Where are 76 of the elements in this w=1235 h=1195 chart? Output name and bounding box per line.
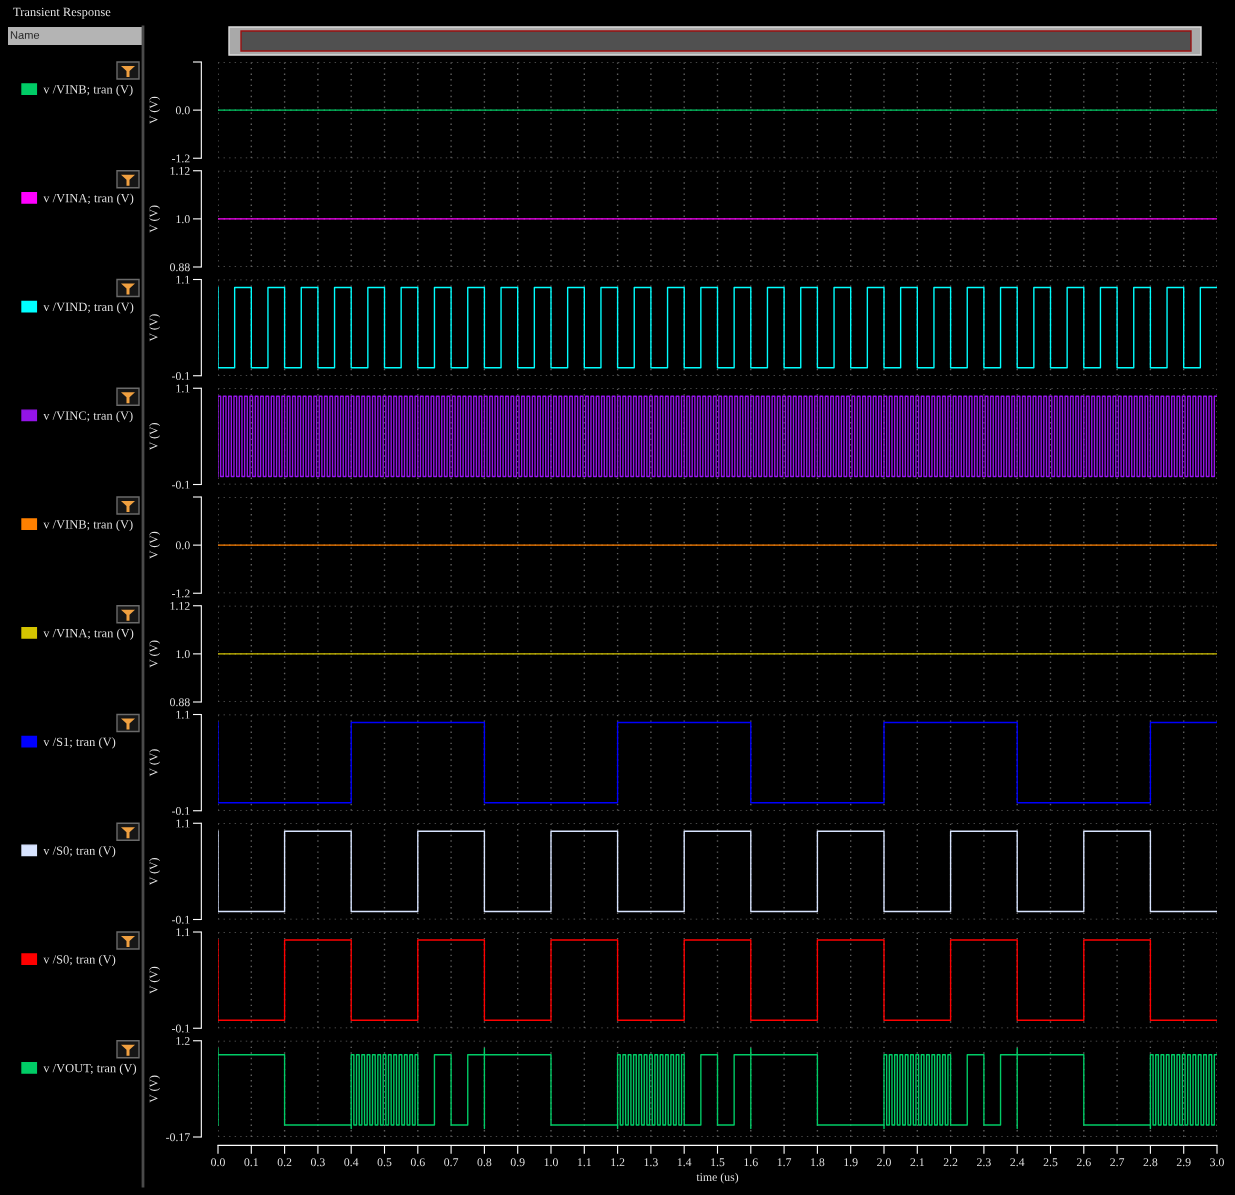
legend-label: v /VINB; tran (V)	[43, 84, 133, 97]
x-tick-label: 2.6	[1076, 1158, 1091, 1167]
x-tick-label: 1.2	[611, 1158, 625, 1167]
y-axis-title: V (V)	[149, 96, 160, 124]
x-tick-label: 1.9	[844, 1158, 858, 1167]
x-tick-label: 1.3	[644, 1158, 658, 1167]
x-tick-label: 2.5	[1043, 1158, 1058, 1167]
text: Name	[10, 31, 40, 39]
y-tick-label: -1.2	[171, 154, 190, 163]
y-axis-title: V (V)	[149, 640, 160, 668]
y-tick-label: -0.1	[171, 371, 190, 381]
x-tick-label: 0.5	[377, 1158, 392, 1167]
y-axis-title: V (V)	[149, 423, 160, 451]
legend-label: v /VOUT; tran (V)	[43, 1063, 137, 1075]
x-tick-label: 1.8	[811, 1158, 825, 1167]
legend-label: v /S0; tran (V)	[43, 846, 116, 858]
x-tick-label: 0.2	[277, 1158, 292, 1167]
y-axis-title: V (V)	[149, 966, 160, 994]
y-tick-label: 1.1	[176, 275, 190, 284]
y-tick-label: -0.1	[171, 915, 190, 924]
y-tick-label: -0.1	[171, 480, 190, 489]
x-tick-label: 2.3	[977, 1158, 991, 1167]
y-tick-label: 1.12	[170, 167, 190, 176]
x-tick-label: 2.8	[1143, 1158, 1158, 1167]
x-tick-label: 1.7	[777, 1158, 792, 1167]
x-tick-label: 2.7	[1110, 1158, 1125, 1167]
y-tick-label: 0.88	[170, 698, 190, 707]
x-tick-label: 0.1	[244, 1158, 258, 1167]
y-tick-label: -0.1	[171, 806, 190, 816]
text: Transient Response	[13, 7, 111, 19]
x-tick-label: 1.5	[711, 1158, 725, 1167]
y-tick-label: 1.1	[176, 928, 190, 937]
x-tick-label: 1.4	[677, 1158, 692, 1167]
y-axis-title: V (V)	[149, 1075, 160, 1103]
y-tick-label: 0.0	[175, 106, 190, 115]
y-tick-label: 1.1	[176, 819, 190, 828]
legend-label: v /VINA; tran (V)	[43, 193, 134, 205]
x-tick-label: 2.2	[943, 1158, 958, 1167]
y-tick-label: -0.17	[166, 1133, 190, 1142]
y-axis-title: V (V)	[149, 314, 160, 342]
y-axis-title: V (V)	[149, 531, 160, 559]
x-tick-label: 0.7	[444, 1158, 459, 1167]
legend-label: v /VINB; tran (V)	[43, 519, 133, 532]
y-axis-title: V (V)	[149, 749, 160, 777]
x-tick-label: 2.4	[1010, 1158, 1025, 1167]
x-axis-title: time (us)	[696, 1172, 739, 1184]
legend-label: v /VINC; tran (V)	[43, 411, 133, 423]
x-tick-label: 2.9	[1176, 1158, 1191, 1167]
legend-label: v /S0; tran (V)	[43, 954, 116, 967]
y-tick-label: 1.1	[176, 384, 190, 393]
legend-label: v /VIND; tran (V)	[43, 302, 134, 314]
x-tick-label: 0.4	[344, 1158, 359, 1167]
x-tick-label: 0.6	[410, 1158, 425, 1167]
x-tick-label: 1.1	[577, 1158, 591, 1167]
x-tick-label: 0.9	[510, 1158, 525, 1167]
x-tick-label: 1.6	[744, 1158, 758, 1167]
y-tick-label: 0.0	[175, 541, 190, 550]
y-tick-label: 1.1	[176, 710, 190, 719]
y-tick-label: 0.88	[170, 263, 190, 272]
x-tick-label: 2.0	[877, 1158, 891, 1167]
y-tick-label: 1.0	[176, 650, 190, 659]
legend-label: v /S1; tran (V)	[43, 737, 116, 749]
y-tick-label: 1.12	[170, 602, 190, 611]
x-tick-label: 0.3	[310, 1158, 325, 1167]
legend-label: v /VINA; tran (V)	[43, 628, 134, 640]
x-tick-label: 0.0	[211, 1158, 225, 1167]
y-axis-title: V (V)	[149, 205, 160, 233]
y-tick-label: -1.2	[171, 589, 190, 598]
y-tick-label: 1.0	[176, 215, 190, 224]
y-tick-label: 1.2	[176, 1037, 190, 1046]
x-tick-label: 1.0	[544, 1158, 558, 1167]
x-tick-label: 3.0	[1210, 1158, 1224, 1167]
y-tick-label: -0.1	[171, 1024, 190, 1033]
x-tick-label: 2.1	[910, 1158, 924, 1167]
x-tick-label: 0.8	[477, 1158, 492, 1167]
y-axis-title: V (V)	[149, 858, 160, 886]
